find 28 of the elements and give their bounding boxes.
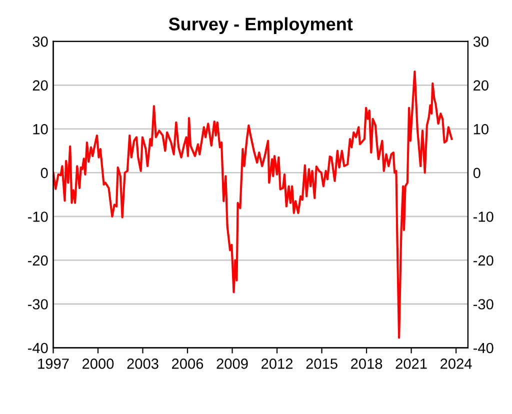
x-tick-label: 2009	[216, 358, 248, 369]
y-tick-label: 10	[33, 124, 48, 134]
y2-tick-label: 10	[474, 124, 488, 134]
x-tick-label: 2003	[127, 358, 158, 369]
x-tick-label: 2024	[440, 358, 472, 369]
x-tick-label: 2006	[172, 358, 204, 369]
y2-tick-label: 30	[473, 36, 488, 47]
x-tick-label: 1997	[38, 358, 69, 369]
y2-tick-label: 20	[474, 80, 488, 91]
chart-title: Survey - Employment	[168, 17, 353, 34]
x-tick-label: 2000	[82, 358, 114, 369]
line-series	[53, 70, 453, 339]
y-tick-label: -40	[28, 342, 48, 354]
y-tick-label: -20	[28, 255, 48, 266]
y-tick-label: -10	[28, 212, 48, 222]
y2-tick-label: -20	[473, 255, 494, 266]
y2-tick-label: -40	[473, 342, 494, 354]
x-tick-label: 2015	[306, 358, 338, 369]
y2-tick-label: -30	[473, 299, 494, 310]
x-tick-label: 2012	[262, 358, 293, 369]
y-tick-label: 30	[32, 36, 48, 47]
y-tick-label: -30	[28, 299, 48, 310]
y-tick-label: 20	[32, 80, 48, 91]
x-tick-label: 2018	[351, 358, 382, 369]
x-tick-label: 2021	[396, 358, 427, 369]
y2-tick-label: -10	[473, 212, 494, 222]
y-tick-label: 0	[40, 168, 48, 178]
y2-tick-label: 0	[473, 168, 480, 178]
